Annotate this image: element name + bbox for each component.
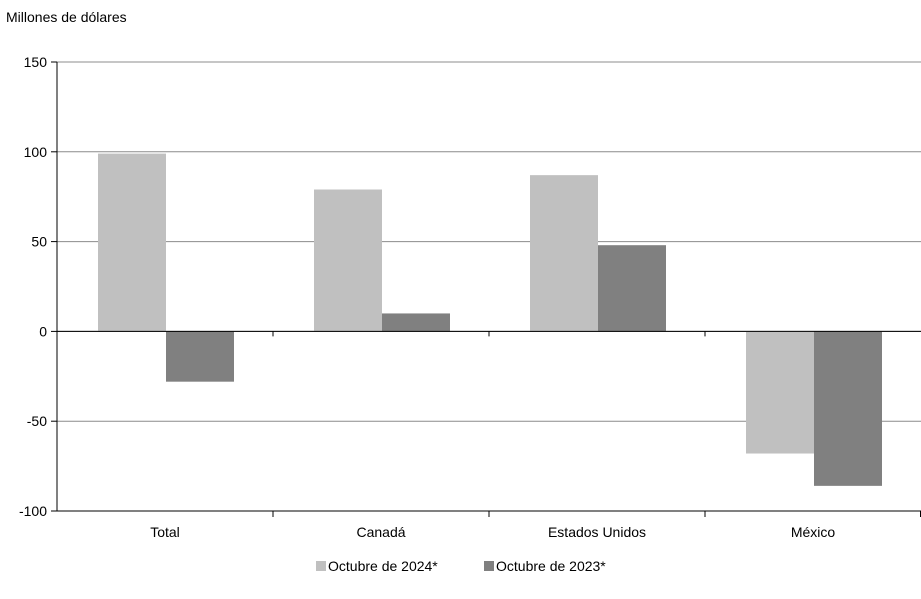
legend-swatch-2 [484,561,494,571]
bar-series-2-2 [598,245,666,332]
bar-series-2-1 [382,313,450,332]
legend-label-1: Octubre de 2024* [328,558,438,574]
y-tick-label: 150 [24,54,48,70]
y-tick-label: 0 [39,323,47,339]
y-tick-label: 100 [24,144,48,160]
legend-swatch-1 [316,561,326,571]
bar-series-1-2 [530,175,598,332]
bar-series-1-1 [314,189,382,332]
bar-series-1-0 [98,153,166,332]
legend-label-2: Octubre de 2023* [496,558,606,574]
legend: Octubre de 2024* Octubre de 2023* [316,558,606,574]
bar-series-1-3 [746,331,814,454]
x-category-label: México [791,524,836,540]
y-tick-label: -50 [27,413,47,429]
x-category-label: Estados Unidos [548,524,646,540]
y-tick-label: -100 [19,503,47,519]
bars [98,153,882,486]
axes: -100 -50 0 50 100 150 Total Canadá Estados Unido… [19,54,921,540]
bar-series-2-0 [166,331,234,382]
y-tick-label: 50 [31,234,47,250]
x-category-label: Canadá [356,524,405,540]
bar-series-2-3 [814,331,882,486]
y-axis-label: Millones de dólares [6,9,127,25]
x-category-label: Total [150,524,180,540]
